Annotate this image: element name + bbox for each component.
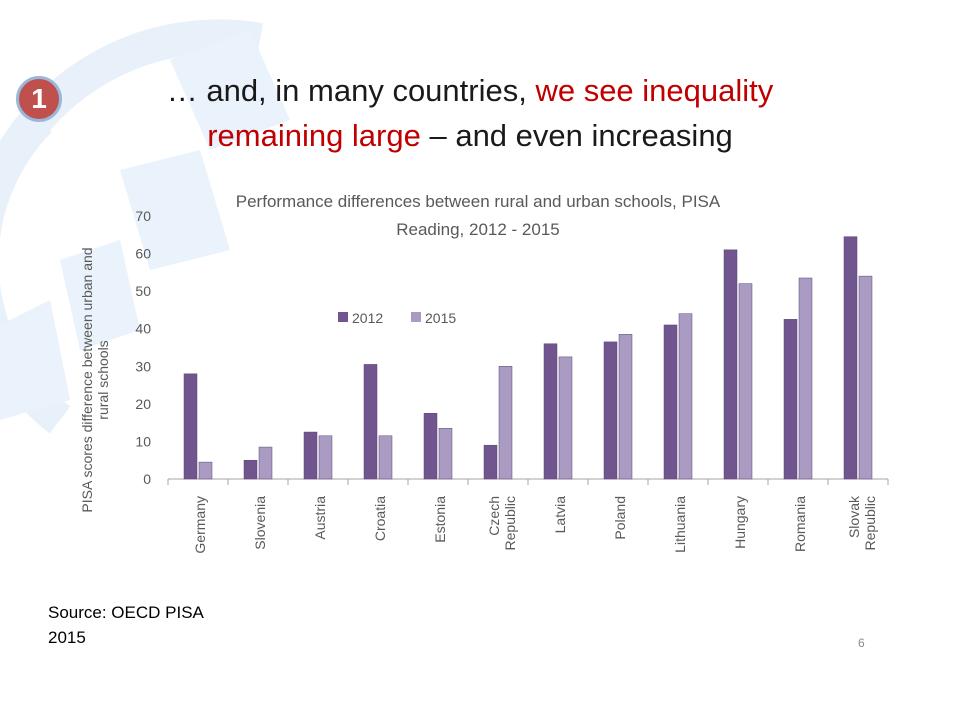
- legend-swatch-2012: [338, 312, 348, 322]
- chart-title: Performance differences between rural an…: [236, 192, 721, 211]
- source-note: Source: OECD PISA 2015: [48, 600, 248, 650]
- x-tick-label: Austria: [312, 496, 328, 540]
- bar-2012: [843, 236, 858, 480]
- source-line-1: Source: OECD PISA: [48, 603, 204, 622]
- chart-title: Reading, 2012 - 2015: [396, 220, 560, 239]
- bar-2015: [258, 446, 273, 480]
- bar-2012: [483, 444, 498, 480]
- bar-2012: [243, 459, 258, 480]
- x-tick-label: Romania: [792, 496, 808, 552]
- x-tick-label: Slovak: [846, 495, 862, 538]
- bar-2012: [423, 413, 438, 480]
- legend-label-2015: 2015: [425, 310, 456, 326]
- y-tick-label: 20: [135, 396, 151, 412]
- x-tick-label: Germany: [192, 496, 208, 554]
- x-tick-label: Czech: [486, 496, 502, 536]
- y-tick-label: 40: [135, 321, 151, 337]
- legend-swatch-2015: [411, 312, 421, 322]
- y-tick-label: 0: [143, 471, 151, 487]
- page-number: 6: [858, 636, 865, 650]
- y-tick-label: 50: [135, 283, 151, 299]
- bar-2015: [678, 313, 693, 480]
- y-tick-label: 10: [135, 433, 151, 449]
- source-line-2: 2015: [48, 628, 86, 647]
- bar-2012: [723, 249, 738, 480]
- bar-2015: [438, 428, 453, 480]
- bar-2012: [303, 431, 318, 480]
- x-tick-label: Republic: [502, 496, 518, 550]
- bar-2015: [498, 366, 513, 480]
- bar-2015: [618, 334, 633, 480]
- bar-2012: [183, 373, 198, 480]
- bar-2012: [543, 343, 558, 480]
- y-tick-label: 60: [135, 246, 151, 262]
- bar-2015: [318, 435, 333, 480]
- bar-2012: [603, 341, 618, 480]
- bar-2015: [198, 461, 213, 480]
- bar-2015: [858, 275, 873, 480]
- x-tick-label: Poland: [612, 496, 628, 540]
- bar-2015: [558, 356, 573, 480]
- x-tick-label: Croatia: [372, 496, 388, 541]
- bar-2015: [798, 277, 813, 480]
- bar-2012: [783, 319, 798, 480]
- title-text-part1: … and, in many countries,: [166, 73, 536, 108]
- x-tick-label: Hungary: [732, 496, 748, 549]
- y-tick-label: 30: [135, 358, 151, 374]
- y-axis-title: PISA scores difference between urban and: [79, 247, 95, 512]
- title-highlight-1: we see inequality: [535, 73, 774, 108]
- y-tick-label: 70: [135, 208, 151, 224]
- bar-2015: [738, 283, 753, 480]
- x-tick-label: Latvia: [552, 496, 568, 534]
- title-highlight-2: remaining large: [207, 118, 421, 153]
- legend-label-2012: 2012: [352, 310, 383, 326]
- bar-2012: [663, 324, 678, 480]
- y-axis-title: rural schools: [95, 340, 111, 419]
- slide-number-badge: 1: [16, 76, 62, 122]
- x-tick-label: Lithuania: [672, 496, 688, 553]
- x-tick-label: Slovenia: [252, 496, 268, 550]
- title-text-part2: – and even increasing: [420, 118, 733, 153]
- bar-2012: [363, 364, 378, 480]
- x-tick-label: Republic: [862, 496, 878, 550]
- bar-2015: [378, 435, 393, 480]
- slide-title: … and, in many countries, we see inequal…: [90, 68, 850, 158]
- x-tick-label: Estonia: [432, 496, 448, 543]
